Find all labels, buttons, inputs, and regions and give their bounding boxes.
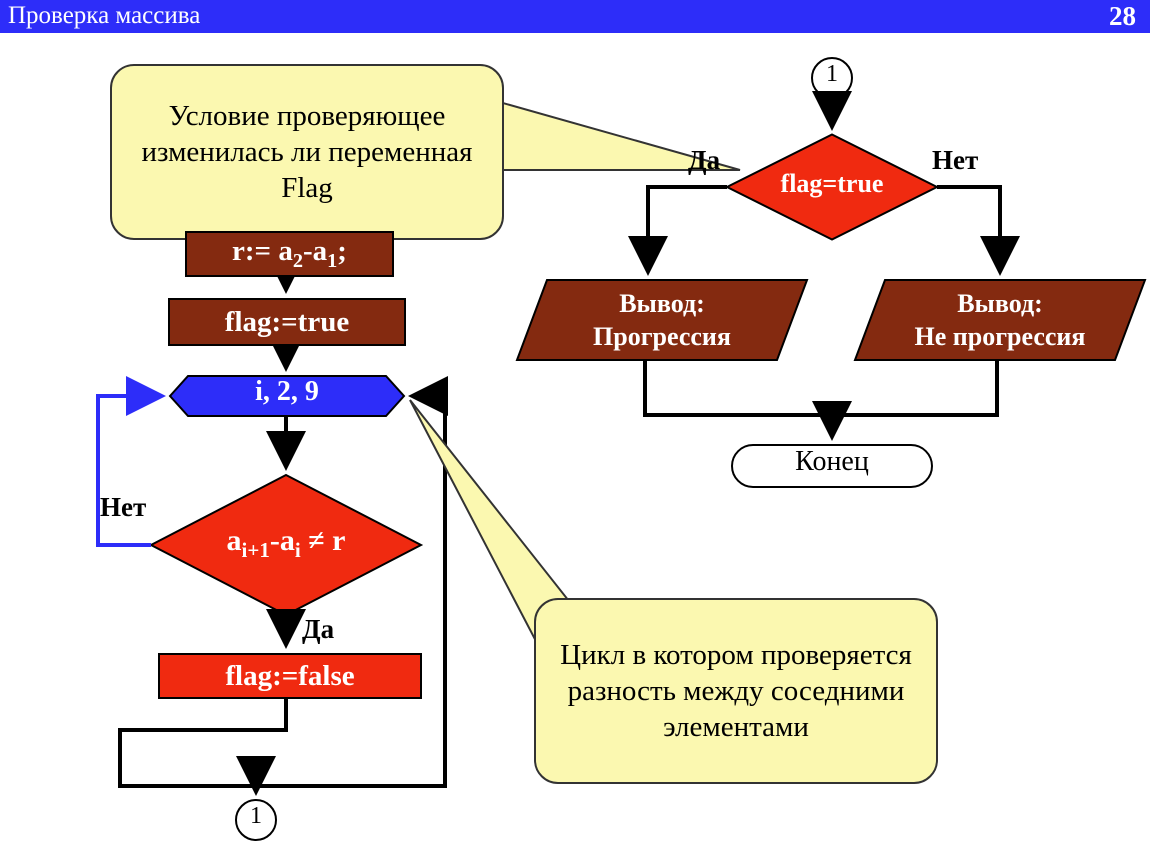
node-label: flag:=true	[225, 306, 349, 339]
branch-label-net: Нет	[932, 145, 978, 176]
node-label: flag:=false	[225, 660, 354, 693]
node-end-label: Конец	[682, 446, 982, 478]
connector-1-top-label: 1	[682, 61, 982, 88]
node-flag-false: flag:=false	[158, 653, 422, 699]
connector-1-bot-label: 1	[106, 803, 406, 830]
node-cond-diff-label: ai+1-ai ≠ r	[136, 524, 436, 563]
node-label: r:= a2-a1;	[232, 235, 347, 273]
node-output-yes-label: Вывод: Прогрессия	[532, 288, 792, 353]
node-loop-label: i, 2, 9	[137, 376, 437, 408]
callout-text: Условие проверяющее изменилась ли переме…	[122, 98, 492, 207]
callout-condition-check: Условие проверяющее изменилась ли переме…	[110, 64, 504, 240]
diagram-stage: Проверка массива 28 Условие проверяющее …	[0, 0, 1150, 864]
node-r-assign: r:= a2-a1;	[185, 231, 394, 277]
node-flag-true: flag:=true	[168, 298, 406, 346]
branch-label-da: Да	[302, 614, 334, 645]
branch-label-net: Нет	[100, 492, 146, 523]
callout-text: Цикл в котором проверяется разность межд…	[546, 637, 926, 746]
branch-label-da: Да	[688, 145, 720, 176]
callout-loop-description: Цикл в котором проверяется разность межд…	[534, 598, 938, 784]
node-output-no-label: Вывод: Не прогрессия	[870, 288, 1130, 353]
